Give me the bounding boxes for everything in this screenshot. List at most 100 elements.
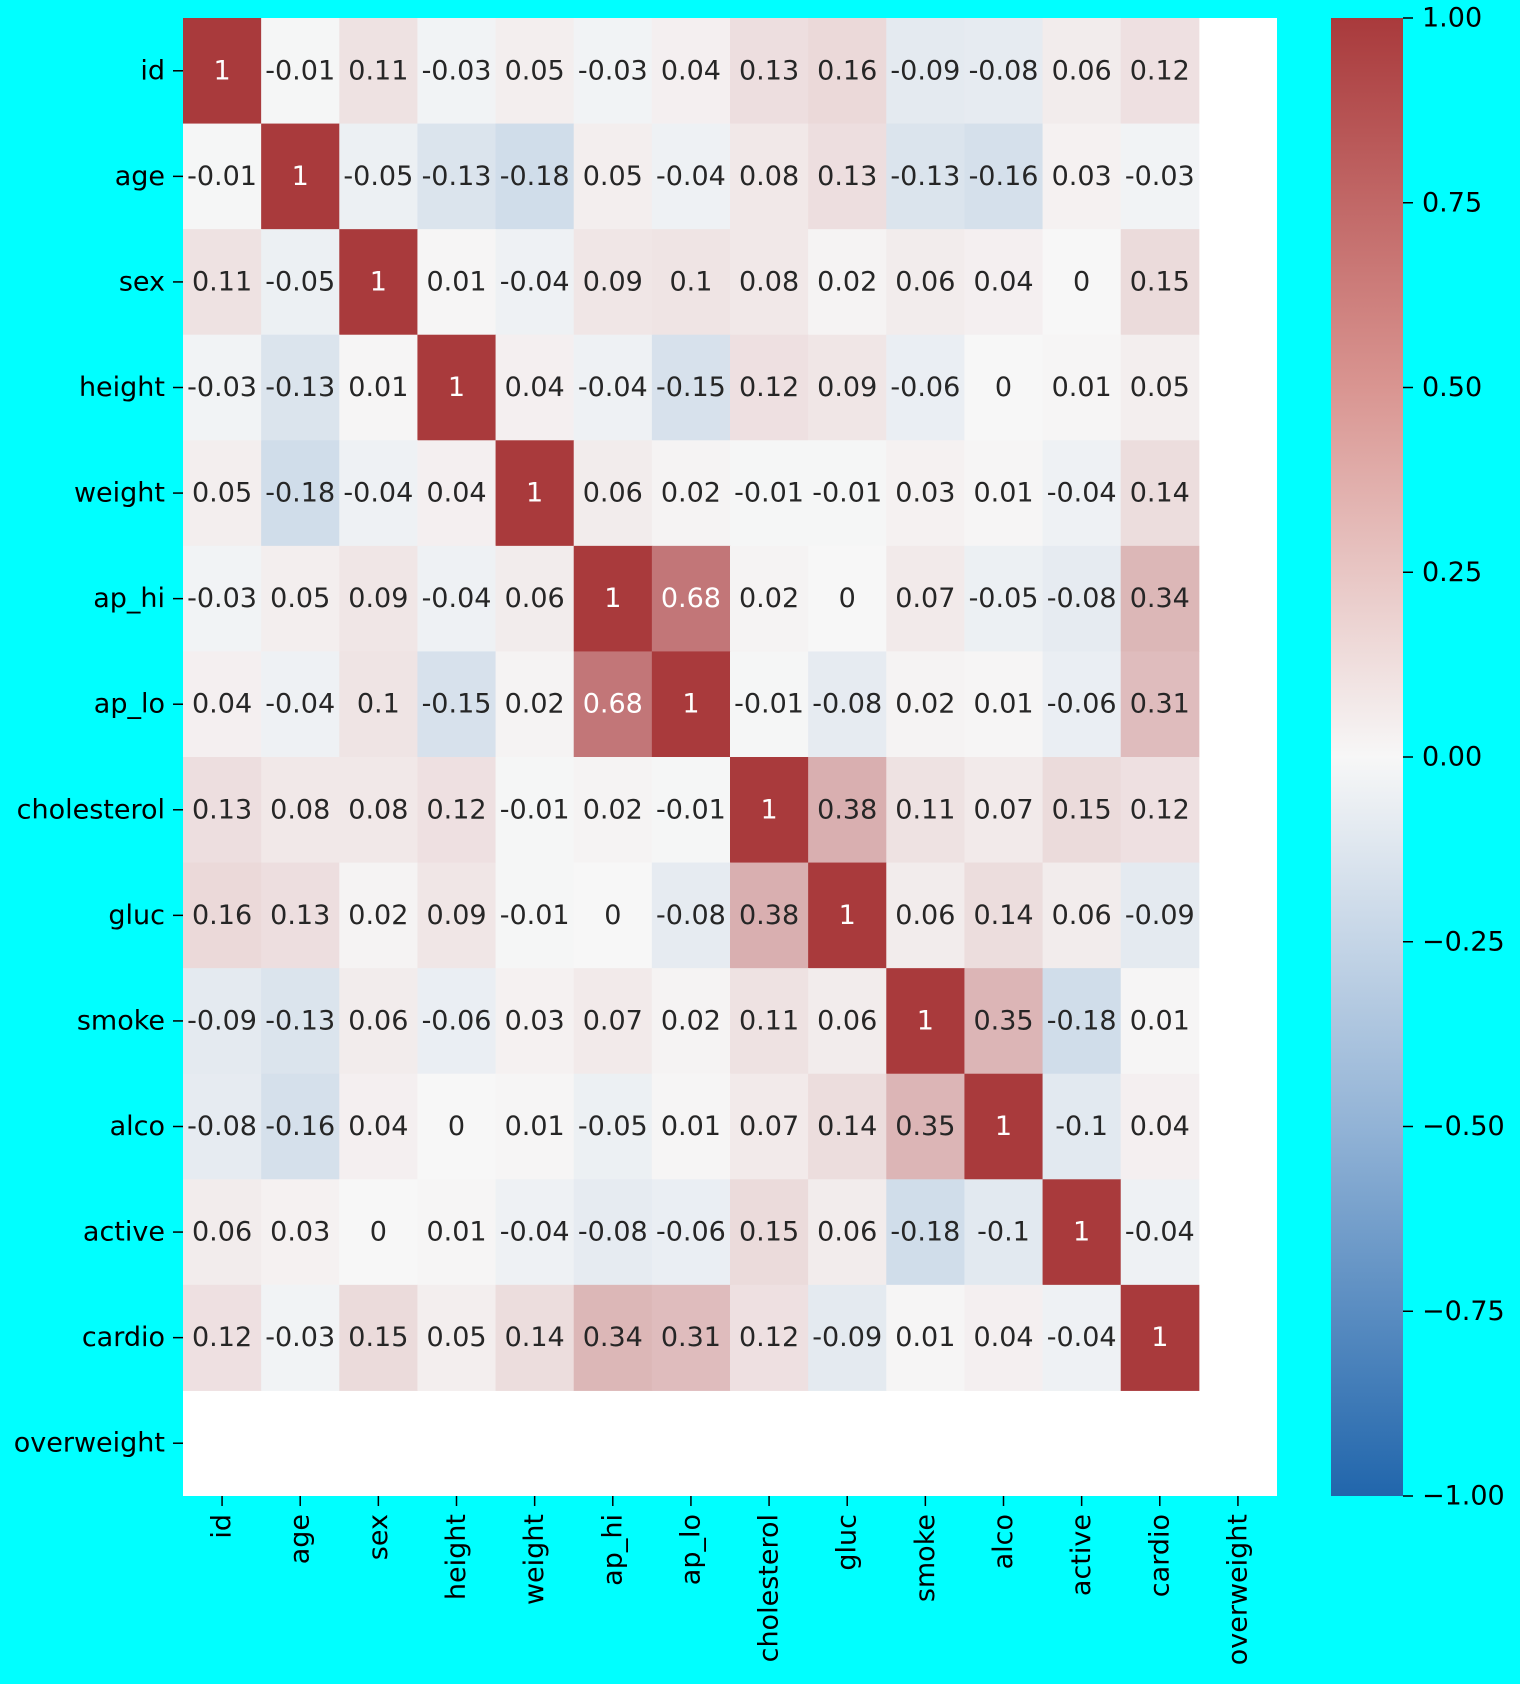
cell-value-label: 0.07 xyxy=(583,1005,643,1036)
cell-value-label: 0 xyxy=(448,1111,465,1142)
cell-value-label: 0.09 xyxy=(583,266,643,297)
heatmap-cell xyxy=(886,1284,965,1391)
heatmap-cell xyxy=(651,229,731,336)
cell-value-label: 0.1 xyxy=(669,266,712,297)
cell-value-label: -0.08 xyxy=(969,55,1039,86)
cell-value-label: 0.01 xyxy=(1130,1005,1190,1036)
cell-value-label: 0.05 xyxy=(505,55,565,86)
heatmap-cell xyxy=(495,229,575,336)
heatmap-cell xyxy=(339,545,418,652)
heatmap-cell xyxy=(1120,229,1200,336)
cell-value-label: 0.02 xyxy=(348,900,408,931)
heatmap-cell xyxy=(573,229,653,336)
cell-value-label: 0.06 xyxy=(1052,900,1112,931)
cell-value-label: 0.13 xyxy=(739,55,799,86)
cell-value-label: 0.01 xyxy=(348,372,408,403)
cell-value-label: -0.03 xyxy=(187,583,257,614)
heatmap-cell xyxy=(651,123,731,230)
heatmap-cell xyxy=(651,1284,731,1391)
cell-value-label: -0.15 xyxy=(656,372,726,403)
heatmap-cell xyxy=(1042,1179,1122,1286)
cell-value-label: -0.06 xyxy=(422,1005,492,1036)
heatmap-cell xyxy=(261,968,340,1075)
heatmap-cell xyxy=(964,968,1044,1075)
heatmap-cell xyxy=(808,1179,887,1286)
heatmap-cell xyxy=(964,1284,1044,1391)
cell-value-label: 0.01 xyxy=(505,1111,565,1142)
heatmap-cell xyxy=(573,1179,653,1286)
cell-value-label: 0.06 xyxy=(895,900,955,931)
cell-value-label: -0.06 xyxy=(890,372,960,403)
cell-value-label: -0.05 xyxy=(265,266,335,297)
cell-value-label: 0.09 xyxy=(817,372,877,403)
heatmap-cell xyxy=(417,757,497,864)
heatmap-cell xyxy=(417,123,497,230)
heatmap-cell xyxy=(808,1284,887,1391)
cell-value-label: 0.07 xyxy=(739,1111,799,1142)
cell-value-label: -0.01 xyxy=(656,794,726,825)
cell-value-label: -0.03 xyxy=(578,55,648,86)
cell-value-label: 0.08 xyxy=(270,794,330,825)
cell-value-label: 0.06 xyxy=(583,478,643,509)
heatmap-cell xyxy=(339,440,418,547)
cell-value-label: -0.01 xyxy=(734,689,804,720)
heatmap-cell xyxy=(964,1179,1044,1286)
column-label: active xyxy=(1066,1514,1097,1596)
heatmap-cell xyxy=(261,545,340,652)
cell-value-label: 0.12 xyxy=(426,794,486,825)
cell-value-label: 0.01 xyxy=(1052,372,1112,403)
cell-value-label: 0 xyxy=(370,1217,387,1248)
heatmap-cell xyxy=(183,334,262,441)
column-label: ap_lo xyxy=(675,1514,706,1585)
cell-value-label: -0.03 xyxy=(265,1322,335,1353)
heatmap-cell xyxy=(183,757,262,864)
heatmap-cell xyxy=(417,18,497,125)
row-label: gluc xyxy=(108,900,165,931)
heatmap-cell xyxy=(1042,757,1122,864)
cell-value-label: -0.03 xyxy=(1125,161,1195,192)
cell-value-label: -0.06 xyxy=(656,1217,726,1248)
row-labels: id age sex height weight ap_hi ap_lo cholestero… xyxy=(14,55,183,1459)
cell-value-label: 0.03 xyxy=(1052,161,1112,192)
cell-value-label: 0.02 xyxy=(661,1005,721,1036)
cell-value-label: 0.12 xyxy=(739,1322,799,1353)
cell-value-label: 0.04 xyxy=(1130,1111,1190,1142)
column-label: weight xyxy=(519,1514,550,1605)
cell-value-label: -0.16 xyxy=(969,161,1039,192)
heatmap-cell xyxy=(1042,651,1122,758)
cell-value-label: 0.14 xyxy=(505,1322,565,1353)
heatmap-cell xyxy=(573,968,653,1075)
cell-value-label: 0.15 xyxy=(1052,794,1112,825)
heatmap-cell xyxy=(886,440,965,547)
heatmap-cell xyxy=(1042,545,1122,652)
column-label: ap_hi xyxy=(597,1514,628,1586)
heatmap-cell xyxy=(808,229,887,336)
cell-value-label: -0.08 xyxy=(578,1217,648,1248)
cell-value-label: 0.01 xyxy=(426,1217,486,1248)
heatmap-cell xyxy=(495,757,575,864)
cell-value-label: 0.05 xyxy=(426,1322,486,1353)
column-label: age xyxy=(285,1514,316,1564)
heatmap-cell xyxy=(573,18,653,125)
cell-value-label: 0.12 xyxy=(1130,794,1190,825)
cell-value-label: 0.12 xyxy=(739,372,799,403)
colorbar-tick-label: 0.00 xyxy=(1422,742,1482,773)
heatmap-cell xyxy=(964,229,1044,336)
heatmap-cell xyxy=(808,757,887,864)
row-label: overweight xyxy=(14,1428,165,1459)
cell-value-label: 0.11 xyxy=(895,794,955,825)
cell-value-label: 0.06 xyxy=(817,1217,877,1248)
cell-value-label: 0 xyxy=(1073,266,1090,297)
heatmap-cell xyxy=(495,123,575,230)
cell-value-label: -0.08 xyxy=(656,900,726,931)
cell-value-label: 0.14 xyxy=(973,900,1033,931)
heatmap-cell xyxy=(1042,229,1122,336)
cell-value-label: 1 xyxy=(448,372,465,403)
cell-value-label: 0.02 xyxy=(661,478,721,509)
cell-value-label: -0.09 xyxy=(890,55,960,86)
cell-value-label: 0.05 xyxy=(1130,372,1190,403)
column-label: alco xyxy=(988,1514,1019,1569)
cell-value-label: -0.13 xyxy=(265,372,335,403)
cell-value-label: -0.09 xyxy=(812,1322,882,1353)
cell-value-label: 0.01 xyxy=(973,689,1033,720)
